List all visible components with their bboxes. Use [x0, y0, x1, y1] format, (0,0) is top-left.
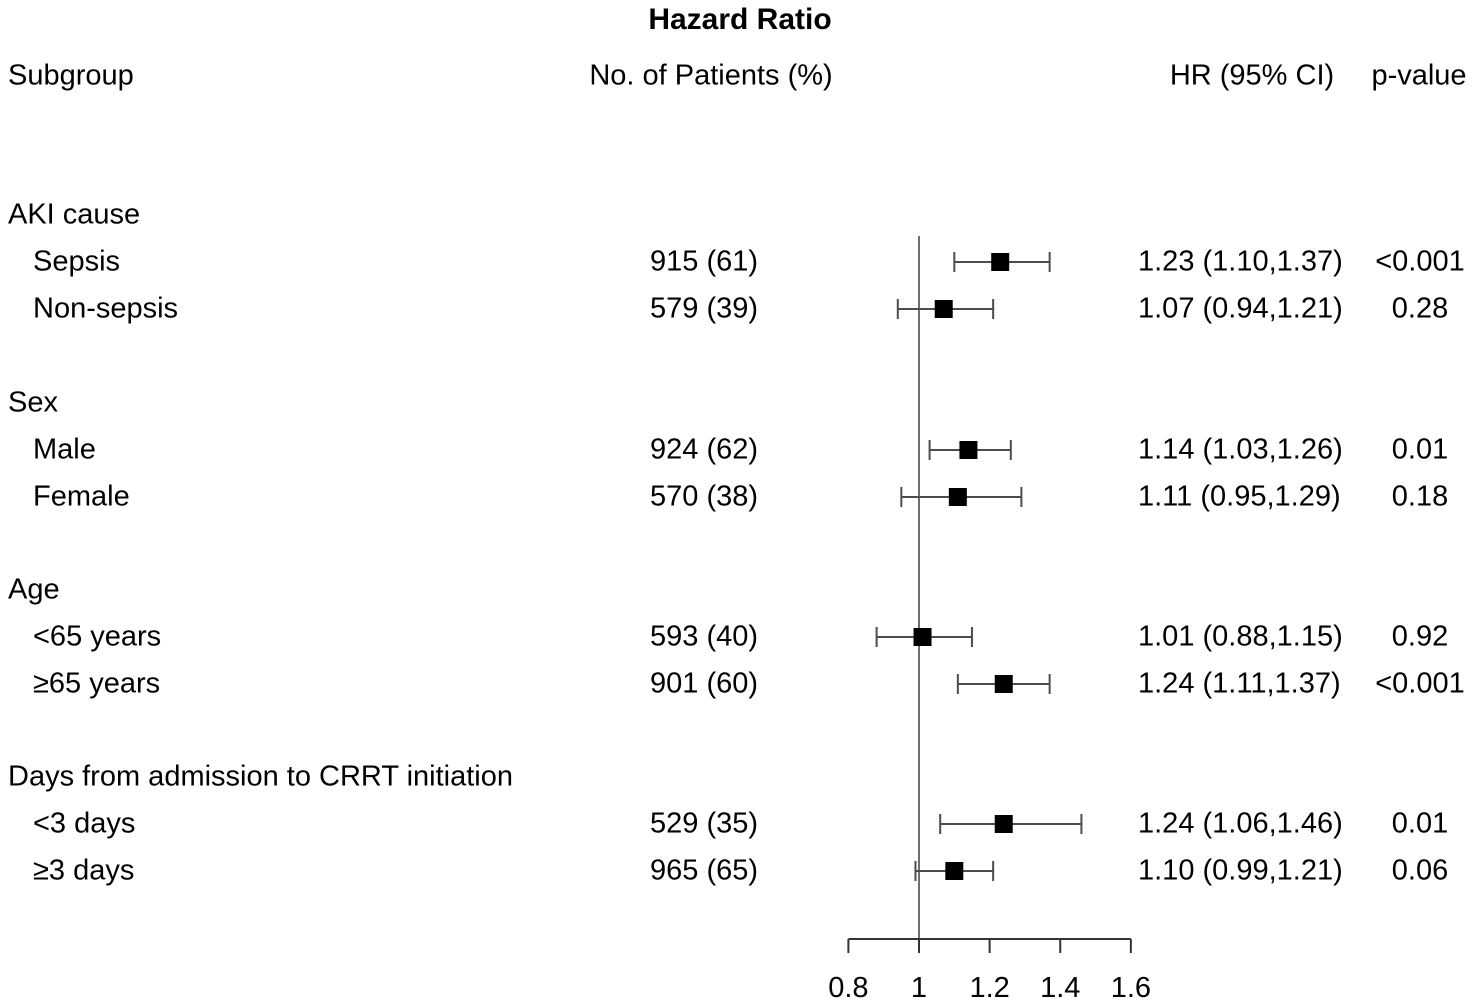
row-hr-ci: 1.01 (0.88,1.15) [1138, 620, 1343, 653]
row-patients: 965 (65) [650, 854, 759, 887]
row-hr-ci: 1.11 (0.95,1.29) [1138, 480, 1341, 513]
hr-marker [994, 675, 1013, 693]
column-header-subgroup: Subgroup [8, 59, 134, 92]
row-hr-ci: 1.10 (0.99,1.21) [1138, 854, 1343, 887]
row-label: Sepsis [33, 245, 121, 278]
row-patients: 529 (35) [650, 807, 759, 840]
chart-title: Hazard Ratio [648, 3, 832, 36]
hr-marker [945, 862, 964, 880]
row-p-value: 0.92 [1391, 620, 1449, 653]
column-header-patients: No. of Patients (%) [589, 59, 833, 92]
group-label: Age [8, 573, 60, 606]
row-p-value: 0.18 [1391, 480, 1449, 513]
row-hr-ci: 1.07 (0.94,1.21) [1138, 292, 1343, 325]
group-label: Sex [8, 386, 58, 419]
x-axis-tick-label: 1.6 [1111, 972, 1151, 1004]
group-label: Days from admission to CRRT initiation [8, 760, 513, 793]
hr-marker [959, 441, 978, 459]
x-axis-tick-label: 0.8 [828, 972, 868, 1004]
hr-marker [934, 300, 953, 318]
row-patients: 593 (40) [650, 620, 759, 653]
column-header-pvalue: p-value [1371, 59, 1467, 92]
x-axis-tick-label: 1.4 [1040, 972, 1080, 1004]
row-patients: 924 (62) [650, 433, 759, 466]
row-p-value: 0.01 [1391, 807, 1449, 840]
row-label: <65 years [33, 620, 162, 653]
x-axis-tick-label: 1.2 [969, 972, 1009, 1004]
x-axis-tick-label: 1 [911, 972, 927, 1004]
hr-marker [948, 488, 967, 506]
row-p-value: 0.01 [1391, 433, 1449, 466]
group-label: AKI cause [8, 198, 141, 231]
row-patients: 579 (39) [650, 292, 759, 325]
row-p-value: 0.28 [1391, 292, 1449, 325]
column-header-hr: HR (95% CI) [1169, 59, 1335, 92]
row-hr-ci: 1.24 (1.06,1.46) [1138, 807, 1343, 840]
row-p-value: <0.001 [1375, 667, 1465, 700]
row-hr-ci: 1.14 (1.03,1.26) [1138, 433, 1343, 466]
row-patients: 901 (60) [650, 667, 759, 700]
row-label: ≥65 years [33, 667, 161, 700]
hr-marker [913, 628, 932, 646]
row-patients: 570 (38) [650, 480, 759, 513]
hr-marker [994, 815, 1013, 833]
row-p-value: 0.06 [1391, 854, 1449, 887]
row-hr-ci: 1.23 (1.10,1.37) [1138, 245, 1343, 278]
row-p-value: <0.001 [1375, 245, 1465, 278]
row-label: Female [33, 480, 130, 513]
row-label: ≥3 days [33, 854, 135, 887]
row-label: Male [33, 433, 96, 466]
hr-marker [991, 253, 1010, 271]
row-patients: 915 (61) [650, 245, 759, 278]
row-hr-ci: 1.24 (1.11,1.37) [1138, 667, 1341, 700]
row-label: Non-sepsis [33, 292, 179, 325]
row-label: <3 days [33, 807, 136, 840]
